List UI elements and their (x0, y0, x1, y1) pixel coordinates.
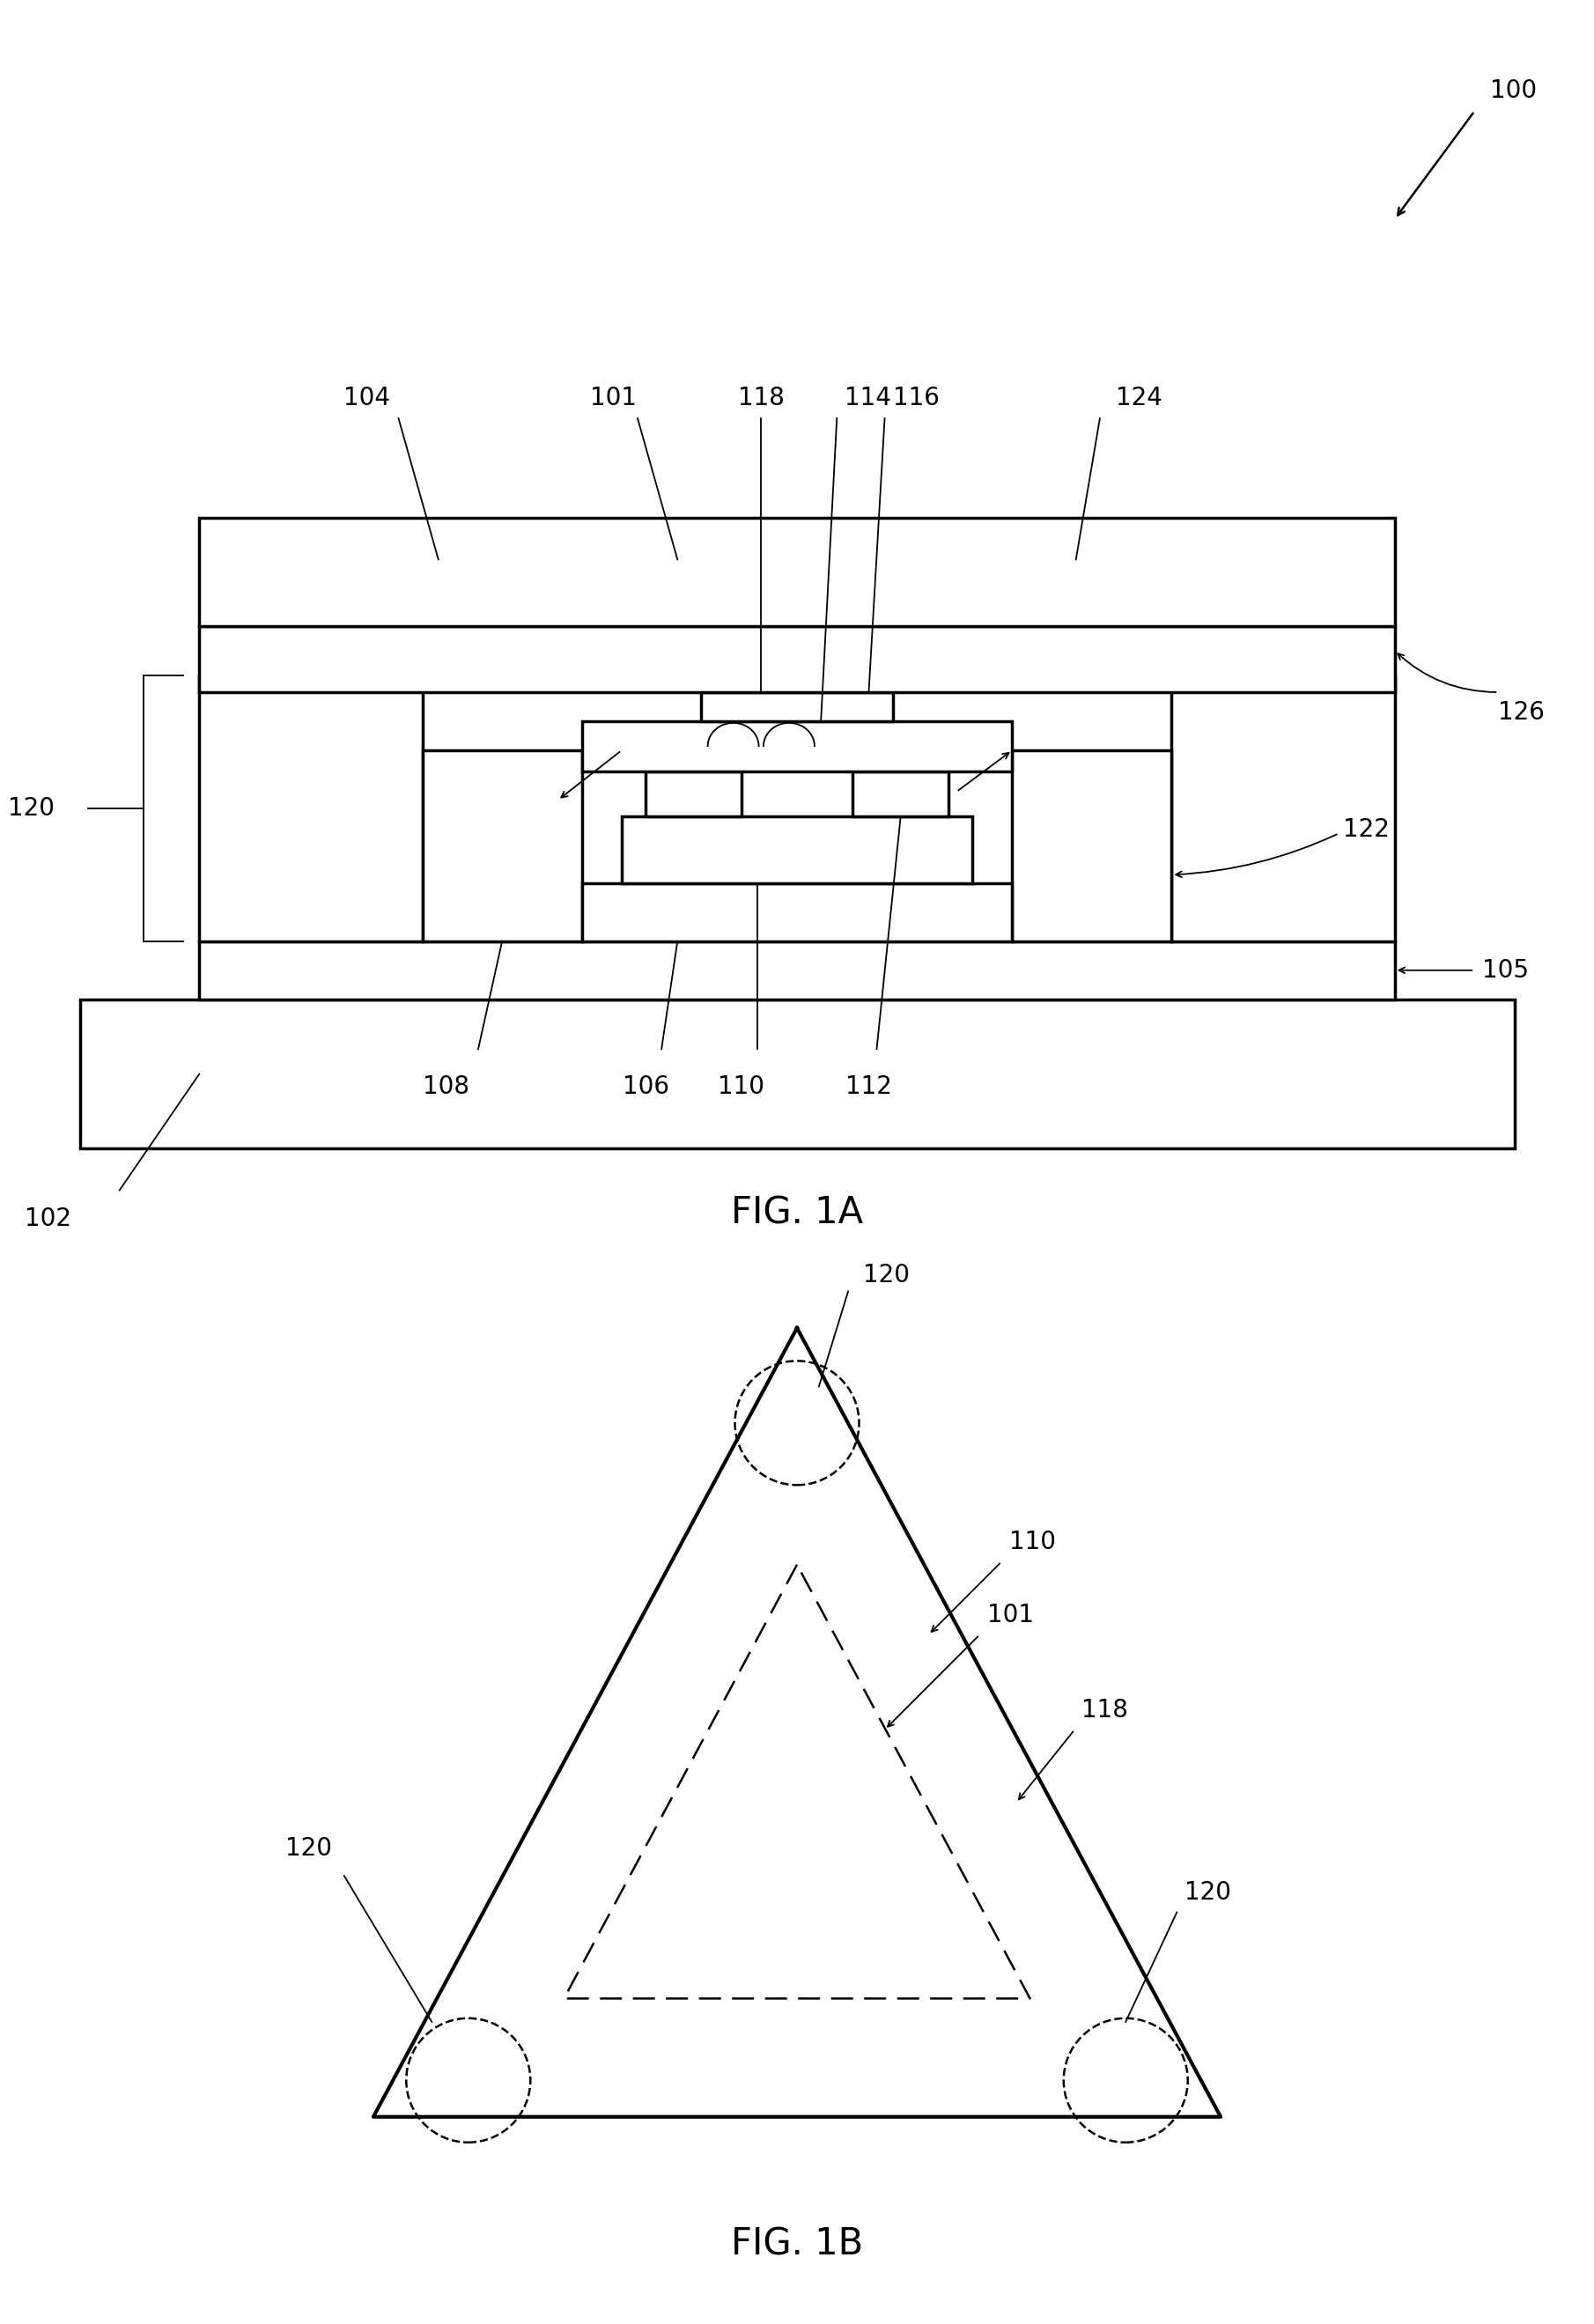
Text: 105: 105 (1482, 957, 1529, 983)
Bar (422, 751, 582, 941)
Text: 101: 101 (987, 1604, 1033, 1627)
Text: 120: 120 (8, 797, 54, 820)
Text: 114: 114 (845, 386, 891, 409)
Bar (199, 676, 422, 941)
Text: 102: 102 (24, 1206, 72, 1232)
Bar (853, 772, 948, 816)
Bar (199, 518, 1395, 625)
Bar (1172, 676, 1395, 941)
Text: 110: 110 (1009, 1529, 1055, 1555)
Text: 110: 110 (717, 1074, 765, 1099)
Text: 112: 112 (845, 1074, 893, 1099)
Text: 120: 120 (862, 1264, 910, 1287)
Text: 106: 106 (622, 1074, 669, 1099)
Text: 124: 124 (1116, 386, 1162, 409)
Bar (582, 720, 1012, 772)
Bar (646, 772, 741, 816)
Bar (1012, 751, 1172, 941)
Text: 104: 104 (343, 386, 391, 409)
Text: FIG. 1B: FIG. 1B (730, 2226, 864, 2264)
Bar (701, 693, 893, 720)
Bar (199, 625, 1395, 693)
Text: 100: 100 (1490, 79, 1537, 102)
Text: 116: 116 (893, 386, 939, 409)
Text: 120: 120 (285, 1836, 333, 1862)
Bar (582, 883, 1012, 941)
Text: 118: 118 (738, 386, 784, 409)
Bar (199, 941, 1395, 999)
Text: 120: 120 (1184, 1880, 1231, 1906)
Text: 118: 118 (1082, 1699, 1129, 1722)
Bar (622, 816, 972, 883)
Text: 108: 108 (422, 1074, 470, 1099)
Text: 101: 101 (590, 386, 638, 409)
Text: 122: 122 (1344, 816, 1390, 841)
Text: FIG. 1A: FIG. 1A (732, 1195, 862, 1232)
Text: 126: 126 (1498, 700, 1545, 725)
Bar (80, 999, 1514, 1148)
